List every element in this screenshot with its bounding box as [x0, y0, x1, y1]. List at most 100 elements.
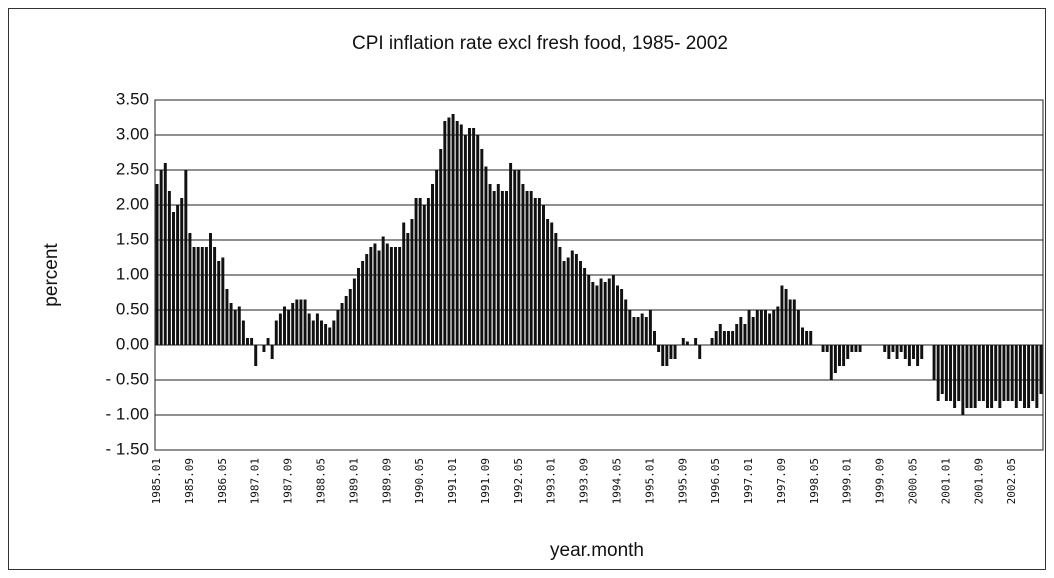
bar: [792, 299, 796, 345]
bar: [566, 257, 570, 345]
bar: [365, 254, 369, 345]
bar: [587, 275, 591, 345]
y-tick-label: 1.00: [116, 264, 149, 283]
bar: [525, 191, 529, 345]
x-tick-label: 1989.09: [380, 458, 393, 504]
bar: [759, 310, 763, 345]
bar: [772, 310, 776, 345]
bar: [344, 296, 348, 345]
bar: [509, 163, 513, 345]
y-tick-label: 0.50: [116, 299, 149, 318]
bar: [681, 338, 685, 345]
y-tick-label: 3.00: [116, 124, 149, 143]
bar: [324, 324, 328, 345]
bar: [291, 303, 295, 345]
bar: [694, 338, 698, 345]
bar: [155, 184, 159, 345]
bar: [932, 345, 936, 380]
bar: [788, 299, 792, 345]
bar: [969, 345, 973, 408]
bar: [188, 233, 192, 345]
bar: [340, 303, 344, 345]
bar: [990, 345, 994, 408]
x-tick-label: 1986.05: [216, 458, 229, 504]
y-tick-label: 3.50: [116, 89, 149, 108]
bar: [825, 345, 829, 352]
x-tick-label: 2000.05: [907, 458, 920, 504]
bar: [710, 338, 714, 345]
bar: [607, 278, 611, 345]
bar: [632, 317, 636, 345]
x-tick-label: 1985.09: [183, 458, 196, 504]
bar: [1027, 345, 1031, 408]
bar: [476, 135, 480, 345]
bar: [784, 289, 788, 345]
bar: [661, 345, 665, 366]
bar: [517, 170, 521, 345]
bar: [167, 191, 171, 345]
bar: [443, 121, 447, 345]
bar: [250, 338, 254, 345]
bar: [916, 345, 920, 366]
bar: [287, 310, 291, 345]
x-tick-label: 1991.09: [479, 458, 492, 504]
x-tick-label: 1994.05: [611, 458, 624, 504]
y-tick-label: - 1.00: [106, 404, 149, 423]
x-tick-label: 1985.01: [150, 458, 163, 504]
bar: [406, 233, 410, 345]
bar: [270, 345, 274, 359]
bar: [348, 289, 352, 345]
x-tick-label: 1990.05: [413, 458, 426, 504]
bar: [283, 306, 286, 345]
bar: [854, 345, 858, 352]
bar: [887, 345, 891, 359]
bar: [895, 345, 899, 359]
bar: [315, 313, 319, 345]
x-tick-label: 1998.05: [808, 458, 821, 504]
bar: [685, 341, 689, 345]
bar: [369, 247, 373, 345]
bar: [640, 313, 644, 345]
bar: [447, 117, 451, 345]
bar: [673, 345, 677, 359]
bar: [311, 320, 315, 345]
x-tick-label: 1999.09: [874, 458, 887, 504]
bar: [352, 278, 356, 345]
bar: [735, 324, 739, 345]
bar: [644, 317, 648, 345]
bar: [533, 198, 537, 345]
x-tick-label: 2001.09: [972, 458, 985, 504]
y-tick-label: 0.00: [116, 334, 149, 353]
bar: [184, 170, 188, 345]
bar: [961, 345, 965, 415]
bar: [435, 170, 439, 345]
bar: [731, 331, 735, 345]
bar: [821, 345, 825, 352]
bar: [579, 261, 582, 345]
bar: [513, 170, 517, 345]
bar: [246, 338, 249, 345]
bar: [159, 170, 163, 345]
bar: [402, 222, 406, 345]
bar: [973, 345, 977, 408]
bar: [410, 219, 414, 345]
bar: [204, 247, 208, 345]
bar: [488, 184, 492, 345]
bar: [484, 166, 488, 345]
bar: [907, 345, 911, 366]
y-tick-label: - 1.50: [106, 439, 149, 458]
bar: [739, 317, 743, 345]
bar: [977, 345, 981, 401]
bar: [500, 191, 504, 345]
bar: [764, 310, 767, 345]
x-tick-label: 2001.01: [939, 458, 952, 504]
bar: [920, 345, 924, 359]
bar: [262, 345, 266, 352]
x-tick-label: 1997.01: [742, 458, 755, 504]
bar: [192, 247, 196, 345]
bar: [451, 114, 455, 345]
plot-frame: [154, 99, 1044, 451]
bar: [1035, 345, 1039, 408]
y-axis-label: percent: [41, 243, 62, 307]
